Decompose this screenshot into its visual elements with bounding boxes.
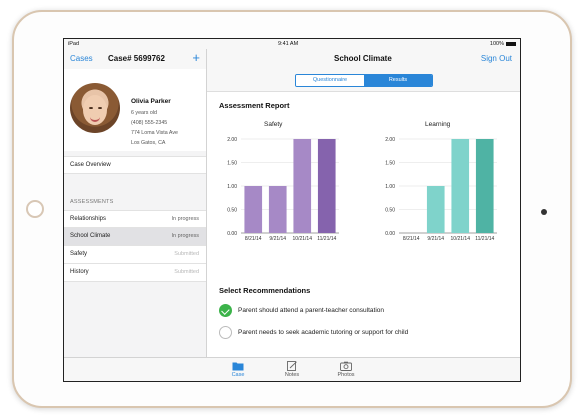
battery-indicator: 100% bbox=[490, 41, 516, 47]
assessment-item-school-climate[interactable]: School Climate In progress bbox=[64, 228, 206, 246]
assessment-status: Submitted bbox=[174, 251, 199, 257]
bar bbox=[268, 186, 287, 233]
y-tick-label: 2.00 bbox=[227, 137, 237, 143]
unchecked-icon[interactable] bbox=[219, 326, 232, 339]
bar bbox=[475, 139, 494, 233]
notes-icon bbox=[287, 361, 297, 371]
case-overview-label: Case Overview bbox=[70, 162, 111, 168]
patient-address: 774 Loma Vista Ave bbox=[131, 130, 178, 136]
y-tick-label: 1.00 bbox=[227, 184, 237, 190]
tab-notes[interactable]: Notes bbox=[272, 360, 312, 380]
bar bbox=[317, 139, 336, 233]
y-tick-label: 1.50 bbox=[385, 160, 395, 166]
folder-icon bbox=[232, 362, 244, 371]
x-tick-label: 9/21/14 bbox=[269, 236, 286, 242]
assessment-status: In progress bbox=[171, 233, 199, 239]
avatar bbox=[70, 83, 120, 133]
x-tick-label: 11/21/14 bbox=[475, 236, 494, 242]
y-tick-label: 0.00 bbox=[227, 231, 237, 237]
recommendations-title: Select Recommendations bbox=[219, 286, 311, 295]
home-button[interactable] bbox=[26, 200, 44, 218]
assessment-item-safety[interactable]: Safety Submitted bbox=[64, 246, 206, 264]
safety-chart: 0.00 0.50 1.00 1.50 2.00 8/21/14 9/21/14 10/21/… bbox=[227, 137, 339, 242]
sidebar-nav-bar: Cases Case# 5699762 + bbox=[64, 49, 206, 70]
tab-photos[interactable]: Photos bbox=[326, 360, 366, 380]
patient-profile-card: Olivia Parker 6 years old (408) 555-2345… bbox=[64, 69, 206, 151]
page-title: School Climate bbox=[334, 54, 392, 63]
recommendation-item[interactable]: Parent should attend a parent-teacher co… bbox=[219, 304, 509, 320]
sidebar: Cases Case# 5699762 + Olivia Parker 6 ye… bbox=[64, 49, 207, 357]
front-camera bbox=[541, 209, 547, 215]
assessment-label: Safety bbox=[70, 251, 88, 257]
bar bbox=[426, 186, 445, 233]
patient-phone[interactable]: (408) 555-2345 bbox=[131, 120, 168, 126]
learning-chart: 0.00 0.50 1.00 1.50 2.00 8/21/14 9/21/14 10/21/… bbox=[385, 137, 497, 242]
tab-case[interactable]: Case bbox=[218, 360, 258, 380]
y-tick-label: 2.00 bbox=[385, 137, 395, 143]
bar bbox=[293, 139, 312, 233]
x-tick-label: 8/21/14 bbox=[403, 236, 420, 242]
y-tick-label: 0.50 bbox=[385, 207, 395, 213]
x-tick-label: 11/21/14 bbox=[317, 236, 336, 242]
y-tick-label: 0.00 bbox=[385, 231, 395, 237]
case-overview-item[interactable]: Case Overview bbox=[64, 156, 206, 174]
y-tick-label: 1.00 bbox=[385, 184, 395, 190]
battery-percent: 100% bbox=[489, 41, 504, 47]
tab-questionnaire[interactable]: Questionnaire bbox=[296, 75, 364, 86]
bottom-tab-bar: Case Notes Photos bbox=[64, 357, 520, 381]
add-icon[interactable]: + bbox=[192, 50, 200, 65]
assessment-item-history[interactable]: History Submitted bbox=[64, 264, 206, 282]
camera-icon bbox=[340, 361, 352, 371]
assessment-status: In progress bbox=[171, 216, 199, 222]
x-tick-label: 10/21/14 bbox=[293, 236, 313, 242]
tab-label: Photos bbox=[337, 372, 355, 378]
tab-results[interactable]: Results bbox=[364, 75, 432, 86]
assessment-status: Submitted bbox=[174, 269, 199, 275]
assessment-label: History bbox=[70, 269, 89, 275]
learning-chart-title: Learning bbox=[425, 121, 451, 128]
bar bbox=[244, 186, 263, 233]
safety-chart-title: Safety bbox=[264, 121, 283, 128]
recommendation-item[interactable]: Parent needs to seek academic tutoring o… bbox=[219, 326, 509, 342]
y-tick-label: 0.50 bbox=[227, 207, 237, 213]
assessment-label: Relationships bbox=[70, 216, 107, 222]
checked-icon[interactable] bbox=[219, 304, 232, 317]
assessment-label: School Climate bbox=[70, 233, 111, 239]
sign-out-button[interactable]: Sign Out bbox=[480, 54, 512, 63]
report-title: Assessment Report bbox=[219, 101, 290, 110]
carrier-label: iPad bbox=[68, 41, 80, 47]
patient-name: Olivia Parker bbox=[131, 98, 171, 105]
recommendation-text: Parent should attend a parent-teacher co… bbox=[238, 307, 384, 314]
cases-back-button[interactable]: Cases bbox=[70, 54, 93, 63]
segment-bar: Questionnaire Results bbox=[207, 69, 520, 92]
x-tick-label: 10/21/14 bbox=[451, 236, 471, 242]
view-segmented-control: Questionnaire Results bbox=[295, 74, 433, 87]
main-nav-bar: School Climate Sign Out bbox=[207, 49, 520, 70]
x-tick-label: 8/21/14 bbox=[245, 236, 262, 242]
patient-age: 6 years old bbox=[131, 110, 157, 116]
tab-label: Case bbox=[231, 372, 245, 378]
app-screen: iPad 9:41 AM 100% Cases Case# 5699762 + … bbox=[63, 38, 521, 382]
x-tick-label: 9/21/14 bbox=[427, 236, 444, 242]
recommendation-text: Parent needs to seek academic tutoring o… bbox=[238, 329, 409, 336]
status-bar: iPad 9:41 AM 100% bbox=[64, 39, 520, 49]
clock: 9:41 AM bbox=[278, 41, 299, 47]
bar bbox=[451, 139, 470, 233]
assessment-item-relationships[interactable]: Relationships In progress bbox=[64, 210, 206, 228]
battery-icon bbox=[506, 42, 516, 46]
tab-label: Notes bbox=[284, 372, 300, 378]
case-number-title: Case# 5699762 bbox=[108, 54, 165, 63]
main-content: School Climate Sign Out Questionnaire Re… bbox=[207, 49, 520, 357]
assessments-section-header: ASSESSMENTS bbox=[70, 199, 114, 205]
patient-city: Los Gatos, CA bbox=[131, 140, 166, 146]
y-tick-label: 1.50 bbox=[227, 160, 237, 166]
